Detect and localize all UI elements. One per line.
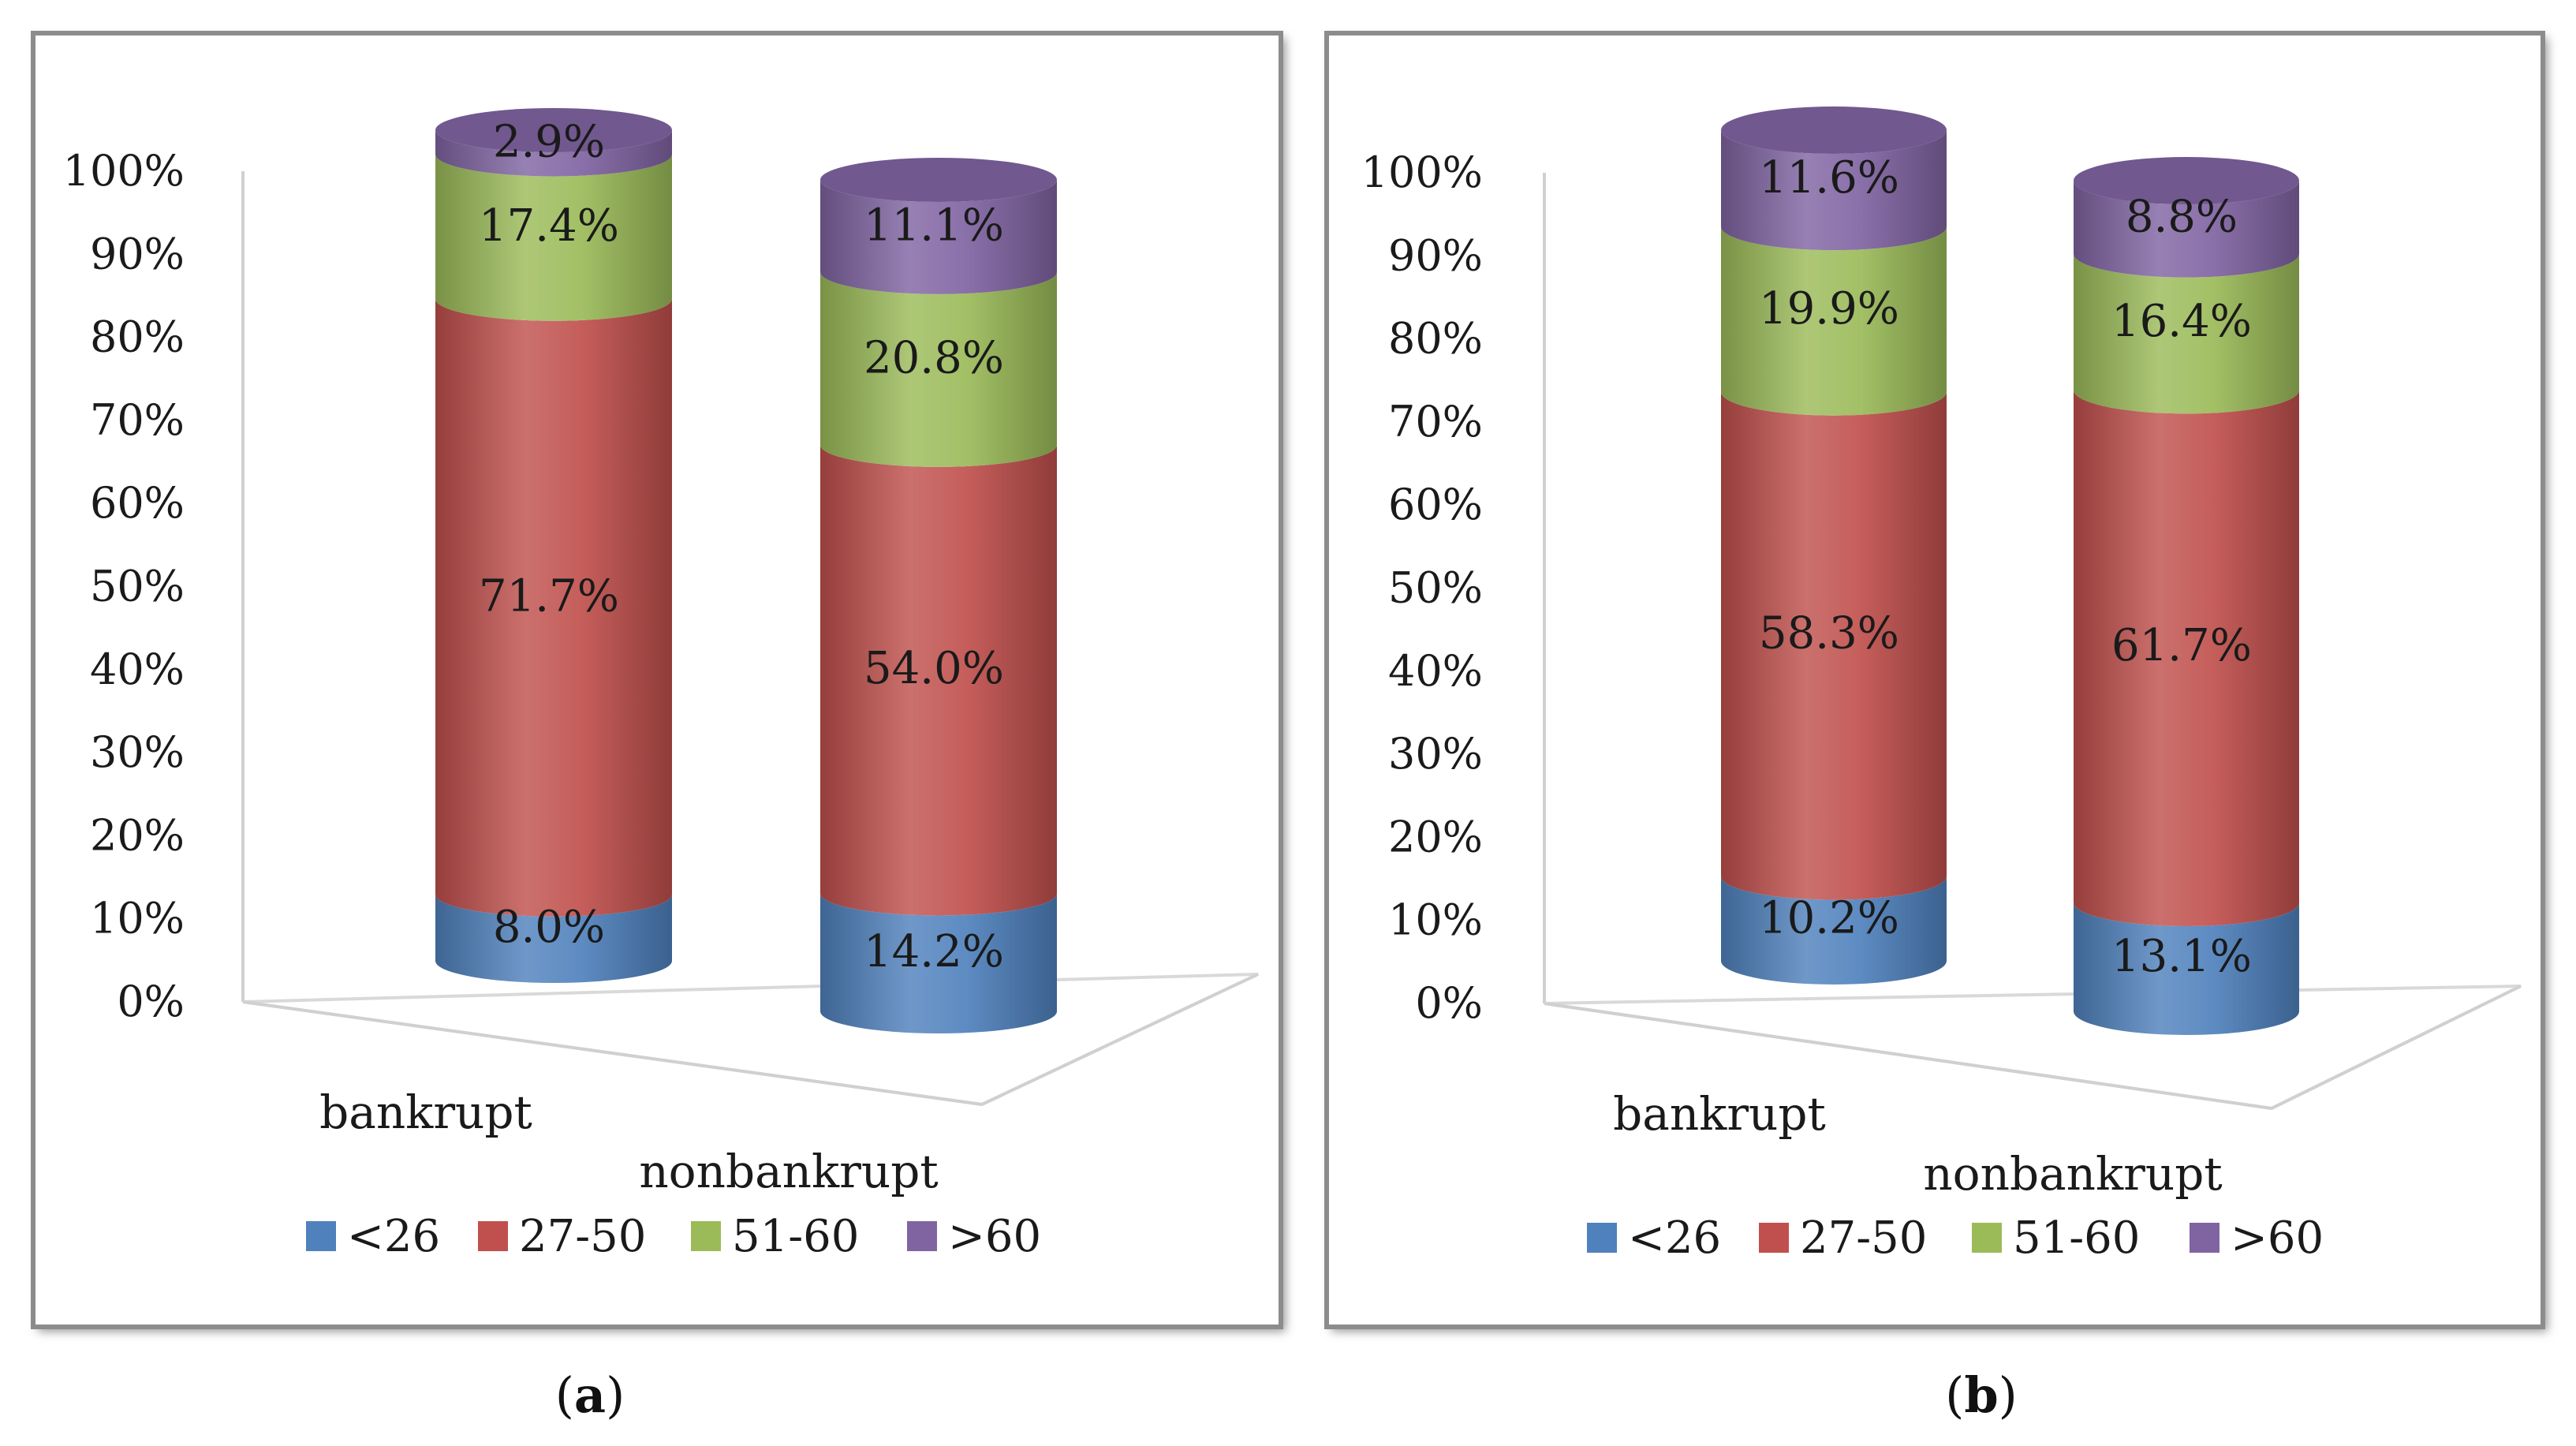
floor-side-edge — [981, 973, 1259, 1106]
y-tick-label: 70% — [1388, 397, 1483, 447]
y-tick-label: 50% — [1388, 563, 1483, 613]
bar-segment-lt-26 — [435, 894, 672, 983]
y-tick-label: 100% — [1361, 148, 1483, 197]
cylinder-bankrupt: 10.2% 58.3% 19.9% 11.6% — [1721, 106, 1947, 985]
panel-label: (b) — [1945, 1366, 2018, 1424]
data-label: 2.9% — [493, 116, 605, 167]
y-tick-label: 20% — [90, 810, 185, 860]
legend-label-lt-26: <26 — [347, 1211, 440, 1262]
y-tick-label: 60% — [90, 478, 185, 528]
panel-label: (a) — [555, 1366, 625, 1424]
y-tick-label: 70% — [90, 395, 185, 445]
y-tick-label: 40% — [90, 645, 185, 694]
category-label-bankrupt: bankrupt — [1613, 1087, 1826, 1141]
data-label: 71.7% — [479, 570, 619, 622]
legend-swatch-27-50 — [478, 1221, 508, 1251]
bar-segment-27-50 — [2074, 390, 2299, 927]
legend-label-27-50: 27-50 — [519, 1211, 646, 1262]
y-tick-label: 20% — [1388, 812, 1483, 861]
data-label: 14.2% — [864, 926, 1004, 977]
data-label: 8.0% — [493, 902, 605, 953]
legend-label-27-50: 27-50 — [1800, 1212, 1927, 1264]
category-label-nonbankrupt: nonbankrupt — [1923, 1147, 2222, 1201]
bar-segment-lt-26 — [820, 893, 1057, 1033]
data-label: 58.3% — [1759, 608, 1899, 659]
data-label: 11.1% — [864, 200, 1004, 251]
y-tick-label: 10% — [90, 894, 185, 943]
bar-segment-gt-60 — [1721, 130, 1947, 251]
legend-label-gt-60: >60 — [2231, 1212, 2324, 1264]
category-label-bankrupt: bankrupt — [319, 1085, 532, 1139]
bar-segment-27-50 — [820, 444, 1057, 916]
legend-label-51-60: 51-60 — [2013, 1212, 2140, 1264]
legend-swatch-gt-60 — [2190, 1223, 2219, 1253]
cylinder-top-cap — [435, 108, 672, 152]
data-label: 17.4% — [479, 200, 619, 252]
chart-panel-a: 0% 10% 20% 30% 40% 50% 60% 70% 80% 90% 100% 8.0% 71.… — [31, 31, 1286, 1424]
y-tick-label: 80% — [90, 312, 185, 362]
data-label: 19.9% — [1759, 283, 1899, 334]
data-label: 8.8% — [2126, 191, 2238, 242]
floor-side-edge — [2271, 985, 2522, 1110]
cylinder-top-cap — [2074, 157, 2299, 204]
cylinder-nonbankrupt: 14.2% 54.0% 20.8% 11.1% — [820, 157, 1057, 1033]
legend-label-51-60: 51-60 — [732, 1211, 859, 1262]
bar-segment-51-60 — [435, 154, 672, 321]
y-tick-label: 100% — [63, 146, 185, 196]
bar-segment-51-60 — [2074, 253, 2299, 414]
legend-label-lt-26: <26 — [1628, 1212, 1721, 1264]
bar-segment-27-50 — [435, 298, 672, 917]
chart-panel-b: 0% 10% 20% 30% 40% 50% 60% 70% 80% 90% 100% 10.2% 58… — [1324, 31, 2548, 1424]
category-label-nonbankrupt: nonbankrupt — [639, 1145, 938, 1198]
legend-swatch-51-60 — [691, 1221, 721, 1251]
bar-segment-lt-26 — [1721, 876, 1947, 985]
y-tick-label: 0% — [1415, 978, 1483, 1028]
y-tick-label: 30% — [90, 727, 185, 777]
bar-segment-lt-26 — [2074, 902, 2299, 1035]
y-tick-label: 10% — [1388, 895, 1483, 945]
legend-swatch-gt-60 — [907, 1221, 937, 1251]
bar-segment-gt-60 — [820, 179, 1057, 294]
legend-swatch-27-50 — [1759, 1223, 1789, 1253]
legend-label-gt-60: >60 — [948, 1211, 1041, 1262]
data-label: 20.8% — [864, 332, 1004, 383]
y-tick-label: 90% — [1388, 230, 1483, 280]
legend-swatch-lt-26 — [306, 1221, 336, 1251]
legend-swatch-lt-26 — [1587, 1223, 1617, 1253]
y-tick-label: 90% — [90, 229, 185, 278]
floor-front-edge — [1544, 1002, 2272, 1110]
cylinder-bankrupt: 8.0% 71.7% 17.4% 2.9% — [435, 108, 672, 983]
legend: <26 27-50 51-60 >60 — [306, 1211, 1041, 1262]
y-tick-label: 30% — [1388, 729, 1483, 779]
data-label: 13.1% — [2111, 931, 2252, 982]
bar-segment-gt-60 — [435, 130, 672, 177]
data-label: 61.7% — [2111, 620, 2252, 671]
y-tick-label: 80% — [1388, 314, 1483, 364]
legend: <26 27-50 51-60 >60 — [1587, 1212, 2324, 1264]
cylinder-nonbankrupt: 13.1% 61.7% 16.4% 8.8% — [2074, 157, 2299, 1035]
y-tick-label: 40% — [1388, 646, 1483, 696]
y-tick-label: 0% — [117, 977, 185, 1026]
cylinder-top-cap — [1721, 106, 1947, 154]
y-tick-label: 50% — [90, 562, 185, 611]
bar-segment-51-60 — [820, 271, 1057, 467]
bar-segment-gt-60 — [2074, 181, 2299, 278]
legend-swatch-51-60 — [1972, 1223, 2002, 1253]
cylinder-top-cap — [820, 157, 1057, 202]
floor-front-edge — [242, 1000, 983, 1106]
data-label: 10.2% — [1759, 892, 1899, 943]
data-label: 16.4% — [2111, 296, 2252, 347]
data-label: 54.0% — [864, 643, 1004, 694]
bar-segment-27-50 — [1721, 391, 1947, 900]
y-tick-label: 60% — [1388, 480, 1483, 529]
data-label: 11.6% — [1759, 152, 1899, 204]
bar-segment-51-60 — [1721, 226, 1947, 416]
